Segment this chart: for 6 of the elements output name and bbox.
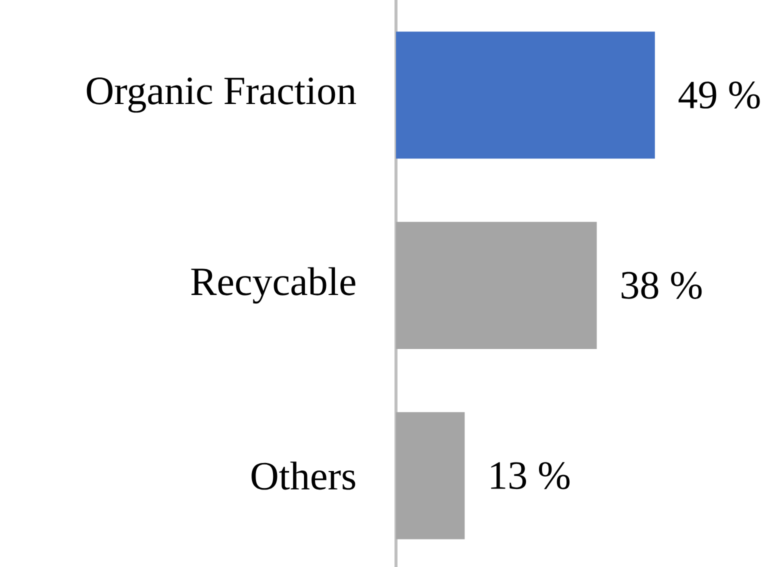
y-tick-label: Others <box>252 462 356 490</box>
y-tick-label: Organic Fraction <box>86 78 356 113</box>
data-label: 13 % <box>491 462 570 490</box>
data-label: 38 % <box>622 272 702 299</box>
y-tick-label: Recycable <box>191 267 356 304</box>
data-label: 49 % <box>678 82 760 109</box>
